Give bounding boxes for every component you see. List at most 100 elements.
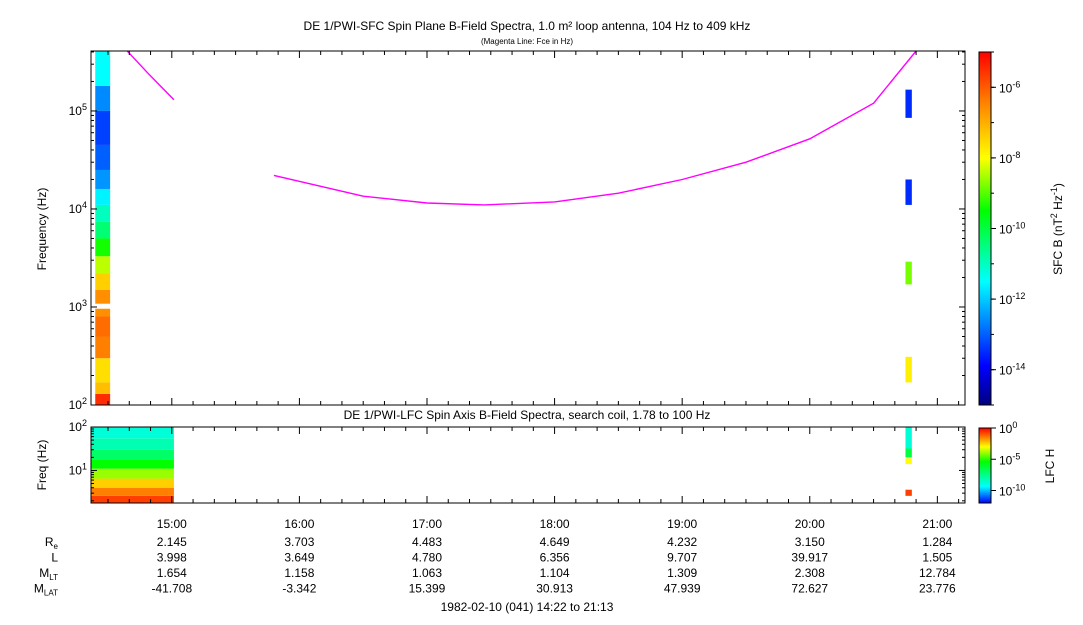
fce-segment-1 bbox=[273, 50, 917, 206]
lfc-block-1-band-2 bbox=[905, 448, 912, 458]
date-range: 1982-02-10 (041) 14:22 to 21:13 bbox=[441, 600, 614, 614]
ephemeris-value: 1.158 bbox=[284, 566, 314, 580]
sfc-y-tick-label-1-base: 10 bbox=[69, 300, 83, 314]
lfc-colorbar-tick-label-1-base: 10 bbox=[999, 453, 1013, 467]
x-tick-label-6: 21:00 bbox=[922, 517, 952, 531]
lfc-colorbar-tick-label-0-exp: 0 bbox=[1012, 420, 1017, 430]
lfc-colorbar-tick-label-2-exp: -10 bbox=[1012, 483, 1025, 493]
ephemeris-value: 4.780 bbox=[412, 551, 442, 565]
ephemeris-value: 1.505 bbox=[922, 551, 952, 565]
sfc-block-0-band-8 bbox=[95, 256, 111, 274]
lfc-colorbar-tick-label-2-base: 10 bbox=[999, 485, 1013, 499]
sfc-block-0-band-13 bbox=[95, 169, 111, 189]
sfc-block-0-band-3 bbox=[95, 336, 111, 359]
sfc-colorbar-tick-label-1-exp: -8 bbox=[1012, 150, 1020, 160]
ephemeris-row-label-2: MLT bbox=[39, 566, 58, 582]
ephemeris-value: 1.284 bbox=[922, 535, 952, 549]
sfc-colorbar-label-part: SFC B (nT bbox=[1051, 218, 1065, 275]
sfc-y-tick-label-3-base: 10 bbox=[69, 104, 83, 118]
ephemeris-value: 1.654 bbox=[157, 566, 187, 580]
lfc-colorbar-tick-label-0-base: 10 bbox=[999, 422, 1013, 436]
lfc-y-axis-label: Freq (Hz) bbox=[35, 440, 49, 491]
lfc-y-tick-label-1: 102 bbox=[69, 418, 87, 434]
sfc-block-0-band-7 bbox=[95, 273, 111, 290]
ephemeris-value: -41.708 bbox=[151, 582, 192, 596]
lfc-block-0-band-2 bbox=[91, 478, 174, 488]
lfc-title: DE 1/PWI-LFC Spin Axis B-Field Spectra, … bbox=[344, 408, 711, 422]
sfc-y-tick-label-3: 105 bbox=[69, 102, 87, 118]
sfc-colorbar-tick-label-0-exp: -6 bbox=[1012, 79, 1020, 89]
ephemeris-value: 1.309 bbox=[667, 566, 697, 580]
lfc-block-0-band-1 bbox=[91, 487, 174, 496]
x-tick-label-5: 20:00 bbox=[795, 517, 825, 531]
ephemeris-value: 1.104 bbox=[540, 566, 570, 580]
sfc-colorbar-tick-label-2: 10-10 bbox=[999, 221, 1025, 237]
x-tick-label-2: 17:00 bbox=[412, 517, 442, 531]
ephemeris-row-label-3: MLAT bbox=[34, 582, 58, 598]
ephemeris-row-label-main: R bbox=[45, 535, 54, 549]
lfc-y-tick-label-0-exp: 1 bbox=[82, 461, 87, 471]
ephemeris-row-label-0: Re bbox=[45, 535, 59, 551]
sfc-y-tick-label-0: 102 bbox=[69, 396, 87, 412]
ephemeris-value: 23.776 bbox=[919, 582, 956, 596]
sfc-colorbar-tick-label-4-exp: -14 bbox=[1012, 362, 1025, 372]
sfc-colorbar-tick-label-0-base: 10 bbox=[999, 81, 1013, 95]
lfc-y-tick-label-1-base: 10 bbox=[69, 420, 83, 434]
lfc-block-0-band-5 bbox=[91, 449, 174, 460]
lfc-block-0-band-3 bbox=[91, 468, 174, 479]
ephemeris-value: 30.913 bbox=[536, 582, 573, 596]
sfc-colorbar-tick-label-4-base: 10 bbox=[999, 364, 1013, 378]
ephemeris-value: 12.784 bbox=[919, 566, 956, 580]
lfc-colorbar-tick-label-1: 10-5 bbox=[999, 451, 1020, 467]
sfc-block-0-band-11 bbox=[95, 204, 111, 222]
sfc-y-tick-label-2: 104 bbox=[69, 200, 87, 216]
ephemeris-row-label-1: L bbox=[51, 551, 58, 565]
ephemeris-row-label-main: L bbox=[51, 551, 58, 565]
sfc-block-1-band-3 bbox=[905, 89, 912, 118]
sfc-y-tick-label-1-exp: 3 bbox=[82, 298, 87, 308]
sfc-block-0-band-5 bbox=[95, 308, 111, 317]
sfc-y-tick-label-0-exp: 2 bbox=[82, 396, 87, 406]
sfc-block-0-band-1 bbox=[95, 382, 111, 394]
lfc-colorbar-tick-label-1-exp: -5 bbox=[1012, 451, 1020, 461]
lfc-plot-frame bbox=[90, 426, 966, 504]
ephemeris-row-label-sub: LT bbox=[49, 573, 58, 582]
sfc-spectrogram bbox=[95, 51, 912, 405]
lfc-block-0-band-4 bbox=[91, 459, 174, 469]
sfc-colorbar-label: SFC B (nT2 Hz-1) bbox=[1049, 183, 1065, 275]
sfc-title: DE 1/PWI-SFC Spin Plane B-Field Spectra,… bbox=[304, 19, 751, 33]
sfc-y-tick-label-1: 103 bbox=[69, 298, 87, 314]
ephemeris-value: 3.998 bbox=[157, 551, 187, 565]
sfc-block-0-band-9 bbox=[95, 238, 111, 257]
sfc-colorbar-tick-label-3: 10-12 bbox=[999, 291, 1025, 307]
lfc-block-0-band-6 bbox=[91, 438, 174, 450]
lfc-block-1-band-3 bbox=[905, 427, 912, 449]
lfc-block-1-band-1 bbox=[905, 458, 912, 465]
ephemeris-value: 3.649 bbox=[284, 551, 314, 565]
ephemeris-value: 3.703 bbox=[284, 535, 314, 549]
fce-line bbox=[126, 50, 917, 206]
sfc-colorbar-tick-label-4: 10-14 bbox=[999, 362, 1025, 378]
ephemeris-value: 39.917 bbox=[791, 551, 828, 565]
sfc-block-0-band-10 bbox=[95, 221, 111, 239]
lfc-spectrogram bbox=[91, 427, 912, 503]
sfc-block-0-band-16 bbox=[95, 85, 111, 111]
lfc-colorbar-tick-label-2: 10-10 bbox=[999, 483, 1025, 499]
lfc-colorbar-tick-label-0: 100 bbox=[999, 420, 1017, 436]
sfc-colorbar-tick-label-1: 10-8 bbox=[999, 150, 1020, 166]
sfc-colorbar-tick-label-1-base: 10 bbox=[999, 152, 1013, 166]
lfc-block-0-band-7 bbox=[91, 427, 174, 439]
sfc-y-tick-label-2-exp: 4 bbox=[82, 200, 87, 210]
sfc-y-tick-label-0-base: 10 bbox=[69, 398, 83, 412]
sfc-subtitle: (Magenta Line: Fce in Hz) bbox=[481, 37, 573, 46]
x-tick-label-3: 18:00 bbox=[540, 517, 570, 531]
ephemeris-row-label-sub: e bbox=[54, 542, 59, 551]
lfc-y-tick-label-0-base: 10 bbox=[69, 463, 83, 477]
x-tick-label-1: 16:00 bbox=[284, 517, 314, 531]
ephemeris-value: 3.150 bbox=[795, 535, 825, 549]
ephemeris-value: 4.649 bbox=[540, 535, 570, 549]
